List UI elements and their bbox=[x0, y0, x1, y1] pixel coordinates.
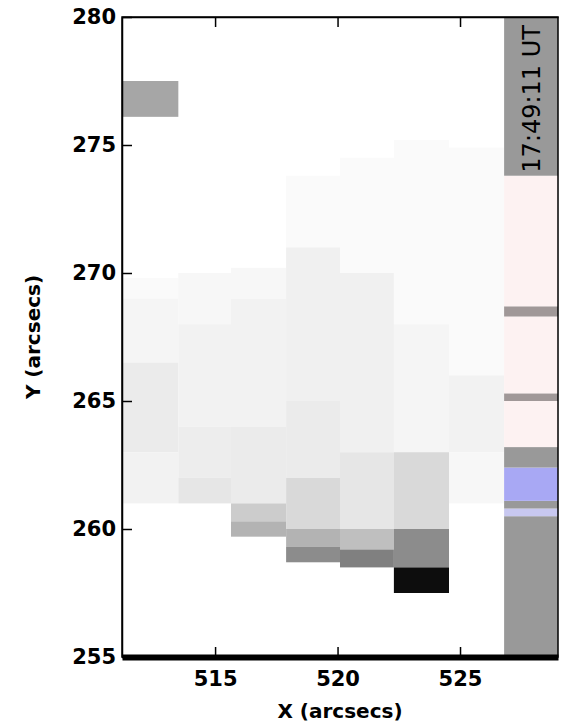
frame bbox=[122, 17, 558, 657]
tick: 255 bbox=[72, 645, 132, 669]
tick: 525 bbox=[439, 647, 483, 691]
strip bbox=[504, 17, 558, 657]
cell bbox=[394, 567, 449, 593]
annotation: 17:49:11 UT bbox=[518, 25, 546, 173]
cell bbox=[340, 452, 394, 529]
strip-cell bbox=[504, 447, 558, 467]
tick: 260 bbox=[72, 517, 132, 541]
tick-label: 515 bbox=[194, 667, 238, 691]
strip-cell bbox=[504, 306, 558, 316]
tick-mark bbox=[215, 17, 217, 27]
scan-column bbox=[231, 268, 286, 537]
cell bbox=[178, 478, 231, 504]
scan-column bbox=[286, 176, 340, 563]
y-axis: 255 260 265 270 275 280 bbox=[72, 5, 132, 669]
cell bbox=[340, 158, 394, 273]
tick: 265 bbox=[72, 389, 132, 413]
marks bbox=[122, 17, 558, 657]
cell bbox=[340, 273, 394, 452]
axis-line bbox=[123, 17, 559, 19]
cell bbox=[122, 278, 178, 298]
cell bbox=[286, 247, 340, 401]
cell bbox=[394, 140, 449, 324]
cell bbox=[178, 324, 231, 426]
scan-column bbox=[394, 140, 449, 593]
scan-column bbox=[122, 81, 178, 503]
y-title: Y (arcsecs) bbox=[21, 275, 45, 400]
tick bbox=[215, 17, 216, 27]
strip-cell bbox=[504, 509, 558, 517]
cell bbox=[231, 268, 286, 299]
tick-label: 260 bbox=[72, 517, 116, 541]
tick-label: 255 bbox=[72, 645, 116, 669]
cell bbox=[231, 427, 286, 504]
tick-label: 265 bbox=[72, 389, 116, 413]
cell bbox=[449, 375, 504, 452]
cell bbox=[286, 478, 340, 529]
tick-mark bbox=[122, 17, 132, 19]
tick-mark bbox=[337, 647, 339, 657]
cell bbox=[122, 363, 178, 453]
chart: 515 520 525 255 260 265 270 275 280 X (arcsecs) Y … bbox=[0, 0, 566, 726]
tick-label: 520 bbox=[316, 667, 360, 691]
cell bbox=[231, 521, 286, 536]
tick-mark bbox=[122, 657, 132, 659]
cell bbox=[122, 452, 178, 503]
tick-mark bbox=[215, 647, 217, 657]
cell bbox=[449, 148, 504, 376]
tick bbox=[338, 17, 339, 27]
scan-column bbox=[340, 158, 394, 568]
strip-cell bbox=[504, 393, 558, 401]
cell bbox=[340, 549, 394, 567]
tick-label: 270 bbox=[72, 261, 116, 285]
x-axis: 515 520 525 bbox=[123, 647, 559, 691]
strip-cell bbox=[504, 17, 558, 176]
tick: 275 bbox=[72, 133, 132, 157]
tick-mark bbox=[460, 17, 462, 27]
tick-mark bbox=[337, 17, 339, 27]
tick-label: 275 bbox=[72, 133, 116, 157]
tick-mark bbox=[122, 401, 132, 403]
cell bbox=[122, 299, 178, 363]
cell bbox=[340, 529, 394, 549]
cell bbox=[394, 324, 449, 452]
cell bbox=[231, 503, 286, 521]
strip-cell bbox=[504, 176, 558, 307]
tick: 280 bbox=[72, 5, 132, 29]
cell bbox=[286, 401, 340, 478]
tick-label: 280 bbox=[72, 5, 116, 29]
tick: 515 bbox=[194, 647, 238, 691]
tick-mark bbox=[122, 145, 132, 147]
tick-mark bbox=[122, 529, 132, 531]
axis-line bbox=[123, 655, 559, 661]
tick-mark bbox=[460, 647, 462, 657]
cell bbox=[286, 176, 340, 248]
x-axis-top bbox=[123, 17, 559, 27]
cell bbox=[286, 547, 340, 562]
cell bbox=[122, 81, 178, 117]
cell bbox=[449, 452, 504, 503]
strip-cell bbox=[504, 501, 558, 509]
strip-cell bbox=[504, 317, 558, 394]
strip-cell bbox=[504, 516, 558, 657]
cell bbox=[178, 427, 231, 478]
tick: 270 bbox=[72, 261, 132, 285]
cell bbox=[178, 273, 231, 324]
tick-mark bbox=[122, 273, 132, 275]
scan-column bbox=[449, 148, 504, 504]
strip-cell bbox=[504, 468, 558, 501]
strip-cell bbox=[504, 401, 558, 447]
cell bbox=[394, 452, 449, 529]
axis-line bbox=[122, 18, 124, 658]
cell bbox=[394, 529, 449, 567]
x-title: X (arcsecs) bbox=[277, 699, 402, 723]
scan-column bbox=[178, 273, 231, 503]
cell bbox=[231, 299, 286, 427]
tick: 520 bbox=[316, 647, 360, 691]
cell bbox=[286, 529, 340, 547]
tick bbox=[460, 17, 461, 27]
plot: 515 520 525 255 260 265 270 275 280 bbox=[72, 5, 558, 691]
tick-label: 525 bbox=[439, 667, 483, 691]
